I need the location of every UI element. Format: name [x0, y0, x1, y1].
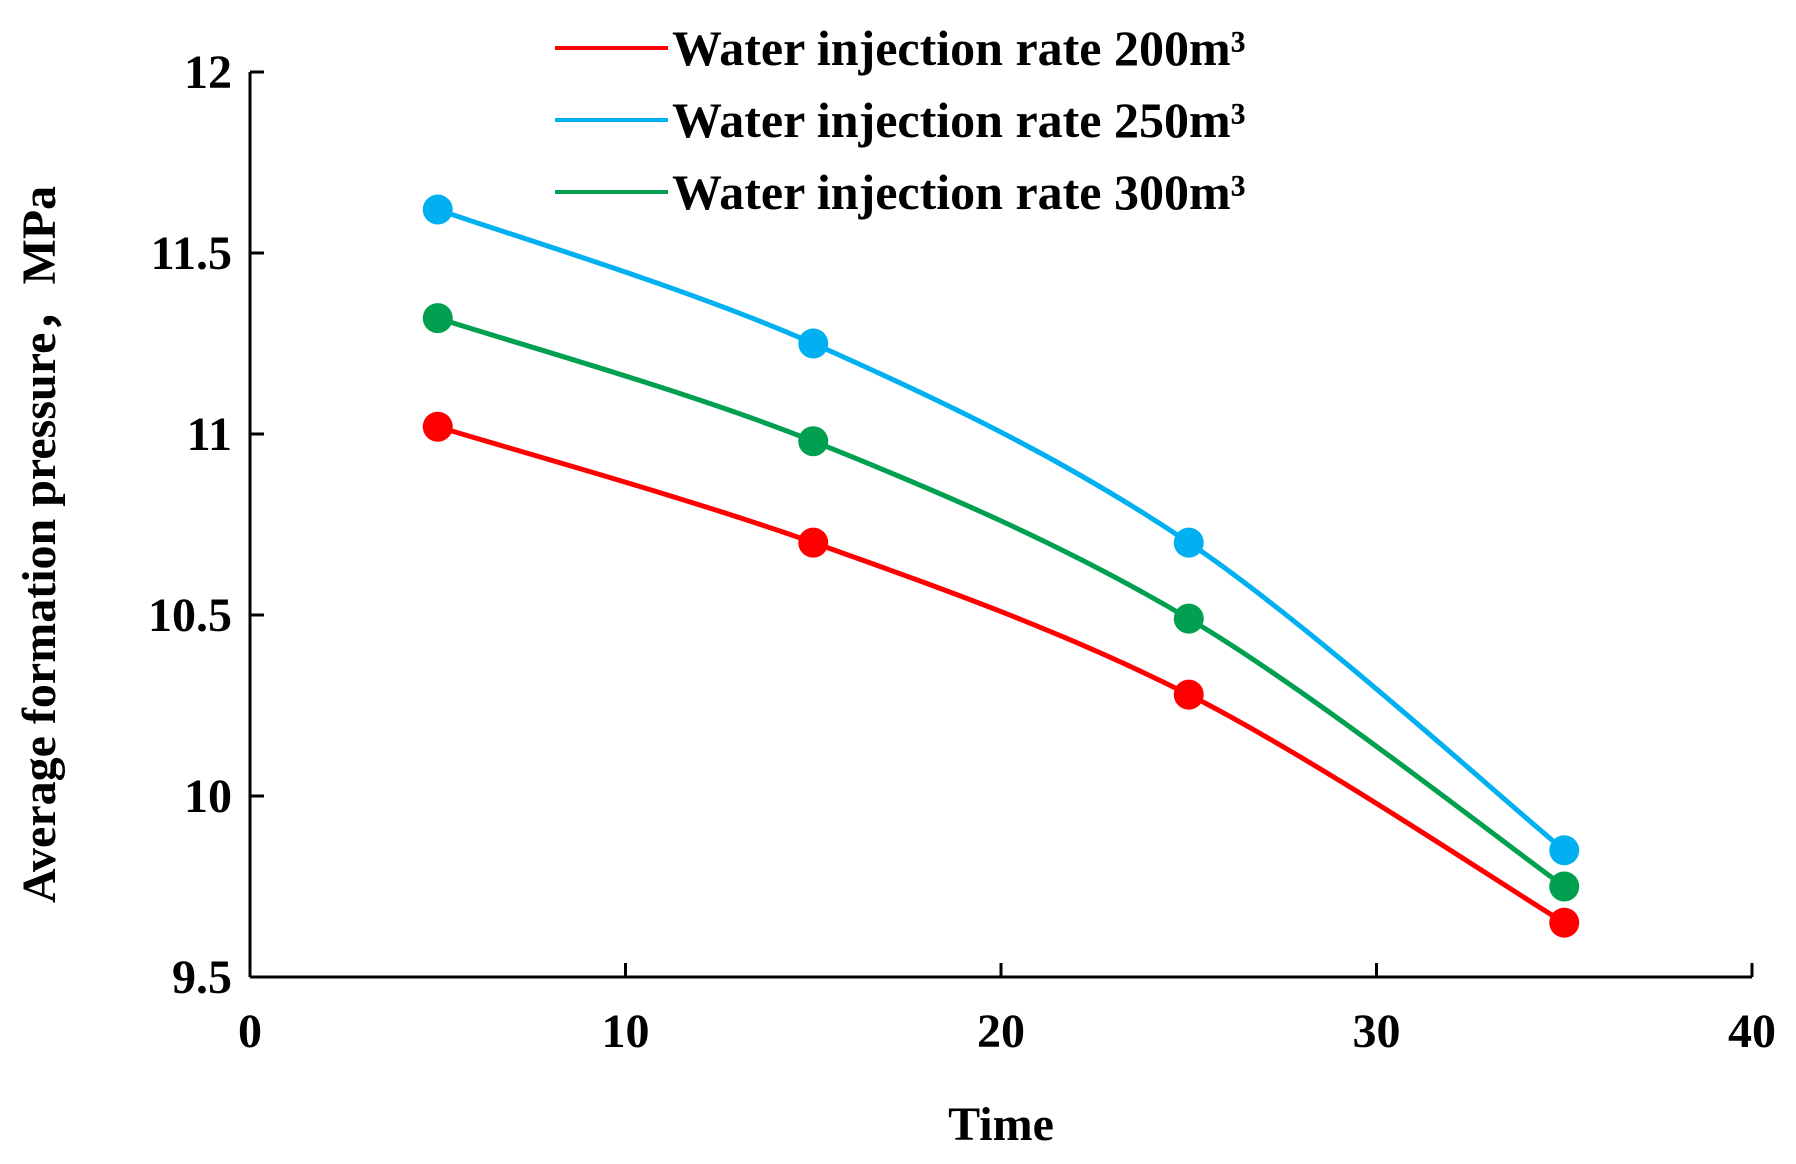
x-tick-label: 40: [1728, 1005, 1776, 1058]
data-point: [422, 303, 453, 334]
legend: Water injection rate 200m³ Water injectio…: [555, 20, 1246, 220]
data-point: [798, 527, 829, 558]
data-point: [422, 411, 453, 442]
y-tick-label: 10.5: [148, 589, 232, 642]
series-1: [422, 194, 1580, 866]
series-2: [422, 303, 1580, 902]
x-axis-title: Time: [948, 1098, 1054, 1151]
legend-label: Water injection rate 300m³: [672, 164, 1246, 220]
y-axis-title: Average formation pressure，MPa: [13, 186, 66, 903]
x-tick-label: 10: [602, 1005, 650, 1058]
data-point: [1173, 679, 1204, 710]
legend-entry-0: Water injection rate 200m³: [555, 20, 1246, 76]
series-line: [436, 315, 1566, 889]
data-point: [1173, 603, 1204, 634]
data-point: [1549, 871, 1580, 902]
y-tick-label: 12: [184, 46, 232, 99]
x-tick-label: 0: [238, 1005, 262, 1058]
series-line: [437, 424, 1566, 925]
y-tick-label: 11: [187, 408, 232, 461]
data-point: [422, 194, 453, 225]
y-tick-label: 9.5: [172, 951, 232, 1004]
legend-label: Water injection rate 250m³: [672, 92, 1246, 148]
legend-label: Water injection rate 200m³: [672, 20, 1246, 76]
x-tick-label: 20: [977, 1005, 1025, 1058]
x-tick-label: 30: [1353, 1005, 1401, 1058]
legend-entry-2: Water injection rate 300m³: [555, 164, 1246, 220]
legend-entry-1: Water injection rate 250m³: [555, 92, 1246, 148]
data-point: [798, 328, 829, 359]
series-line: [436, 207, 1566, 853]
data-point: [1173, 527, 1204, 558]
y-tick-label: 11.5: [151, 227, 232, 280]
data-point: [1549, 907, 1580, 938]
series-0: [422, 411, 1580, 938]
data-point: [1549, 835, 1580, 866]
axes: 9.5 10 10.5 11 11.5 12 0 10 20 30 40: [148, 46, 1776, 1058]
series-layer: [422, 194, 1580, 938]
data-point: [798, 426, 829, 457]
y-tick-label: 10: [184, 770, 232, 823]
